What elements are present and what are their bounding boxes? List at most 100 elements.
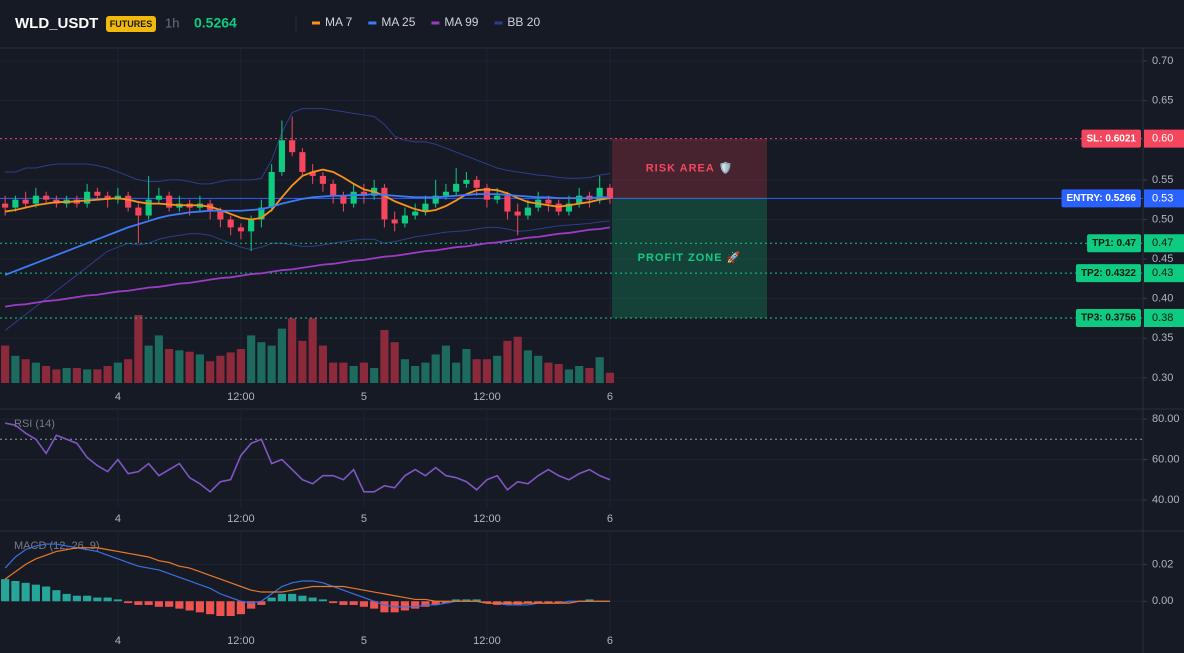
volume-bar [380,329,389,383]
signal-line [4,547,610,604]
histogram-bar [400,601,409,611]
volume-bar [298,340,307,383]
volume-bar [226,352,235,383]
candle-body [319,175,326,184]
zone-label: RISK AREA 🛡️ [646,161,733,174]
candle-body [545,199,552,204]
moving-average [4,168,611,221]
volume-bar [359,362,368,383]
x-tick-label: 12:00 [473,635,501,647]
candle-body [381,187,388,220]
histogram-bar [1,579,10,602]
candle-body [350,191,357,204]
volume-bar [52,369,61,383]
candle-body [360,191,367,196]
rsi-title: RSI (14) [14,418,55,430]
legend-label: MA 25 [381,15,415,29]
axis-label: 0.43 [1152,267,1173,279]
volume-bar [554,363,563,383]
y-tick-label: 0.00 [1152,595,1173,607]
histogram-bar [93,597,102,602]
histogram-bar [554,601,563,604]
volume-bar [175,350,184,383]
moving-average [4,226,611,308]
histogram-bar [298,595,307,602]
histogram-bar [288,593,297,602]
histogram-bar [482,601,492,604]
histogram-bar [370,601,379,609]
level-label-box [1075,309,1141,327]
candle-body [442,191,449,196]
histogram-bar [318,599,327,602]
candle-body [432,195,439,204]
axis-label-box [1144,309,1184,327]
level-label: TP2: 0.4322 [1081,268,1136,279]
bb-lower [4,220,610,331]
volume-bar [421,362,430,383]
y-tick-label: 0.30 [1152,372,1173,384]
legend-label: MA 99 [444,15,478,29]
candle-body [309,171,316,176]
candle-body [22,199,29,204]
candle-body [565,203,573,212]
volume-bar [83,369,92,383]
histogram-bar [72,595,81,602]
x-tick-label: 12:00 [227,391,255,403]
badge-box [106,16,156,32]
volume-bar [21,359,30,383]
y-tick-label: 0.35 [1152,332,1173,344]
histogram-bar [421,601,430,607]
volume-bar [472,359,481,383]
candle-body [576,195,583,204]
x-tick-label: 12:00 [227,513,255,525]
axis-label-box [1144,264,1184,283]
y-tick-label: 0.55 [1152,174,1173,186]
zone [611,138,767,199]
candle-body [125,195,132,208]
zone-label: PROFIT ZONE 🚀 [638,251,742,264]
y-tick-label: 40.00 [1152,494,1180,506]
histogram-bar [380,601,389,613]
macd-line [4,543,610,608]
y-tick-label: 0.65 [1152,95,1173,107]
axis-label: 0.47 [1152,237,1173,249]
candle-body [299,152,306,172]
y-tick-label: 0.70 [1152,55,1173,67]
candle-body [412,211,419,216]
histogram-bar [359,601,368,607]
histogram-bar [411,601,420,609]
volume-bar [93,369,102,383]
volume-bar [31,362,40,383]
volume-bar [154,335,163,383]
zone [611,198,767,318]
histogram-bar [585,599,594,602]
y-tick-label: 0.50 [1152,213,1173,225]
candle-body [217,211,224,220]
candle-body [227,219,234,228]
candle-body [340,195,347,204]
histogram-bar [257,601,266,605]
candle-body [248,219,255,232]
last-price: 0.5264 [194,15,237,31]
volume-bar [288,318,297,383]
histogram-bar [52,590,61,602]
volume-bar [349,366,358,383]
y-tick-label: 80.00 [1152,413,1180,425]
candle-body [391,219,398,224]
histogram-bar [185,601,194,611]
level-label: TP3: 0.3756 [1081,313,1136,324]
volume-bar [400,359,409,383]
x-tick-label: 5 [361,513,367,525]
histogram-bar [308,597,317,602]
volume-bar [216,355,225,383]
x-tick-label: 5 [361,635,367,647]
candle-body [330,183,337,196]
histogram-bar [329,601,338,604]
candle-body [84,191,91,204]
volume-bar [144,345,153,383]
volume-bar [534,355,543,383]
volume-bar [503,340,512,383]
volume-bar [185,351,194,383]
histogram-bar [134,601,143,605]
